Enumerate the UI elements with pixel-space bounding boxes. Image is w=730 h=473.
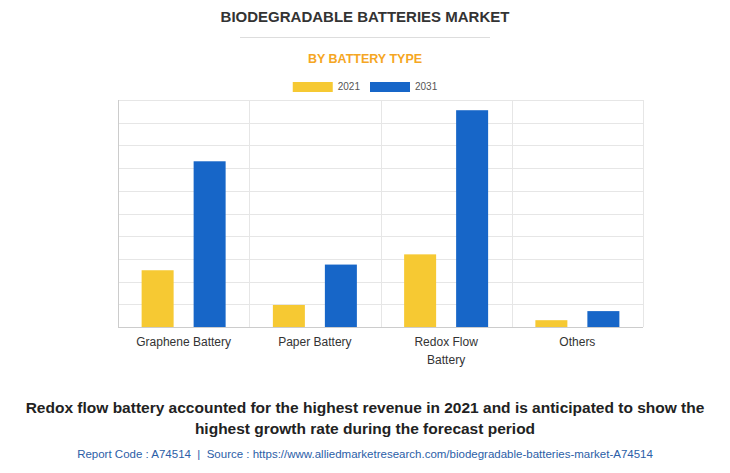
grid-line	[118, 123, 643, 124]
category-divider	[512, 100, 513, 327]
bar	[194, 161, 226, 327]
grid	[118, 100, 644, 328]
caption-line: highest growth rate during the forecast …	[195, 420, 535, 437]
x-tick-label: Others	[559, 335, 595, 349]
legend: 2021 2031	[293, 81, 438, 92]
x-tick-label-line: Others	[559, 335, 595, 349]
title: BIODEGRADABLE BATTERIES MARKET	[221, 8, 510, 25]
baseline	[118, 327, 643, 328]
chart-container: BIODEGRADABLE BATTERIES MARKET BY BATTERY…	[0, 0, 730, 473]
legend-label: 2021	[338, 81, 361, 92]
chart-svg: BIODEGRADABLE BATTERIES MARKET BY BATTERY…	[0, 0, 730, 473]
x-tick-label: Redox Flow Battery	[414, 335, 478, 367]
footer: Report Code : A74514 | Source : https://…	[77, 448, 653, 460]
bar	[404, 254, 436, 327]
bars	[142, 110, 620, 327]
x-tick-label-line: Battery	[427, 353, 465, 367]
background	[0, 0, 730, 473]
legend-swatch	[293, 82, 333, 92]
caption: Redox flow battery accounted for the hig…	[26, 399, 705, 437]
bar	[325, 265, 357, 327]
grid-line	[118, 100, 643, 101]
x-tick-label: Paper Battery	[278, 335, 351, 349]
category-divider	[249, 100, 250, 327]
x-tick-label: Graphene Battery	[136, 335, 231, 349]
x-tick-label-line: Redox Flow	[414, 335, 478, 349]
bar	[456, 110, 488, 327]
bar	[535, 320, 567, 327]
bar	[587, 311, 619, 327]
bar	[142, 270, 174, 327]
y-axis-line	[118, 100, 119, 327]
legend-swatch	[370, 82, 410, 92]
bar	[273, 305, 305, 327]
subtitle: BY BATTERY TYPE	[308, 52, 422, 66]
grid-line	[118, 145, 643, 146]
category-divider	[643, 100, 644, 327]
x-tick-label-line: Paper Battery	[278, 335, 351, 349]
category-divider	[381, 100, 382, 327]
x-tick-label-line: Graphene Battery	[136, 335, 231, 349]
legend-label: 2031	[415, 81, 438, 92]
title-rule	[240, 37, 490, 38]
caption-line: Redox flow battery accounted for the hig…	[26, 399, 705, 416]
